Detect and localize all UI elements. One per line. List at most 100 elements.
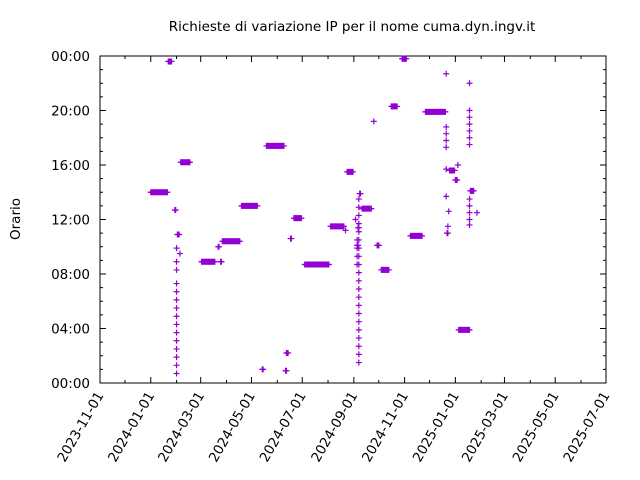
data-point [443,137,450,144]
data-point [466,202,473,209]
data-point [355,285,362,292]
data-point [466,326,473,333]
data-point [443,70,450,77]
data-point [454,176,461,183]
y-tick-label: 16:00 [51,158,90,174]
data-point [173,321,180,328]
x-tick-label: 2024-11-01 [359,389,412,465]
x-axis-ticks: 2023-11-012024-01-012024-03-012024-05-01… [54,56,613,465]
data-point [285,350,292,357]
data-point [355,212,362,219]
data-point [355,294,362,301]
data-point [354,242,361,249]
data-point [342,227,349,234]
data-point [173,258,180,265]
data-point [355,196,362,203]
data-point [173,266,180,273]
data-point [172,206,179,213]
x-tick-label: 2024-01-01 [105,389,158,465]
data-point [173,370,180,377]
data-point [216,243,223,250]
x-tick-label: 2024-03-01 [155,389,208,465]
chart-title: Richieste di variazione IP per il nome c… [169,19,536,35]
x-tick-label: 2025-03-01 [459,389,512,465]
data-point [173,305,180,312]
y-axis-ticks: 00:00 04:00 08:00 12:00 16:00 20:00 00:00 [51,49,606,392]
data-point [173,337,180,344]
data-point [355,359,362,366]
x-tick-label: 2025-01-01 [410,389,463,465]
data-point [355,335,362,342]
data-point [470,187,477,194]
x-tick-label: 2023-11-01 [54,389,107,465]
data-point [355,318,362,325]
data-point [355,351,362,358]
data-point [355,204,362,211]
data-point [466,209,473,216]
data-point [173,245,180,252]
data-point [218,258,225,265]
data-point [403,55,410,62]
data-point [355,302,362,309]
data-point [466,216,473,223]
data-point [466,127,473,134]
data-point [466,196,473,203]
data-point [260,366,267,373]
data-point [280,142,287,149]
data-point [444,223,451,230]
data-point [466,107,473,114]
data-point [368,205,375,212]
data-point [173,345,180,352]
data-point [173,288,180,295]
y-tick-label: 12:00 [51,213,90,229]
x-tick-label: 2024-09-01 [308,389,361,465]
data-point [466,121,473,128]
data-point [164,189,171,196]
data-point [173,280,180,287]
data-point [355,236,362,243]
data-point [454,162,461,168]
data-point [370,118,377,125]
x-tick-label: 2025-05-01 [510,389,563,465]
data-point [385,266,392,273]
data-point [474,209,481,216]
data-point [419,232,426,239]
data-point [466,134,473,141]
data-point [445,208,452,215]
data-point [325,261,332,268]
data-point [173,296,180,303]
x-tick-label: 2025-07-01 [560,389,613,465]
data-point [288,235,295,242]
data-point [466,114,473,121]
y-tick-label: 00:00 [51,376,90,392]
data-point [466,221,473,228]
data-point [173,313,180,320]
data-point [350,168,356,175]
data-point [355,269,362,276]
data-point [283,367,290,374]
data-point [186,159,193,166]
data-point [443,123,450,130]
y-tick-label: 20:00 [51,104,90,120]
data-point [340,223,347,230]
data-point [466,141,473,148]
data-point [466,80,473,87]
data-points [147,55,481,377]
data-point [443,166,450,173]
data-point [355,310,362,317]
y-tick-label: 00:00 [51,49,90,65]
data-point [443,144,450,151]
x-tick-label: 2024-05-01 [206,389,259,465]
y-axis-label: Orario [8,198,24,240]
data-point [211,258,218,265]
data-point [375,242,382,249]
data-point [355,224,362,231]
data-point [173,329,180,336]
data-point [443,130,450,137]
data-point [173,354,180,361]
data-point [176,250,183,257]
y-tick-label: 08:00 [51,267,90,283]
y-tick-label: 04:00 [51,322,90,338]
data-point [176,231,183,238]
